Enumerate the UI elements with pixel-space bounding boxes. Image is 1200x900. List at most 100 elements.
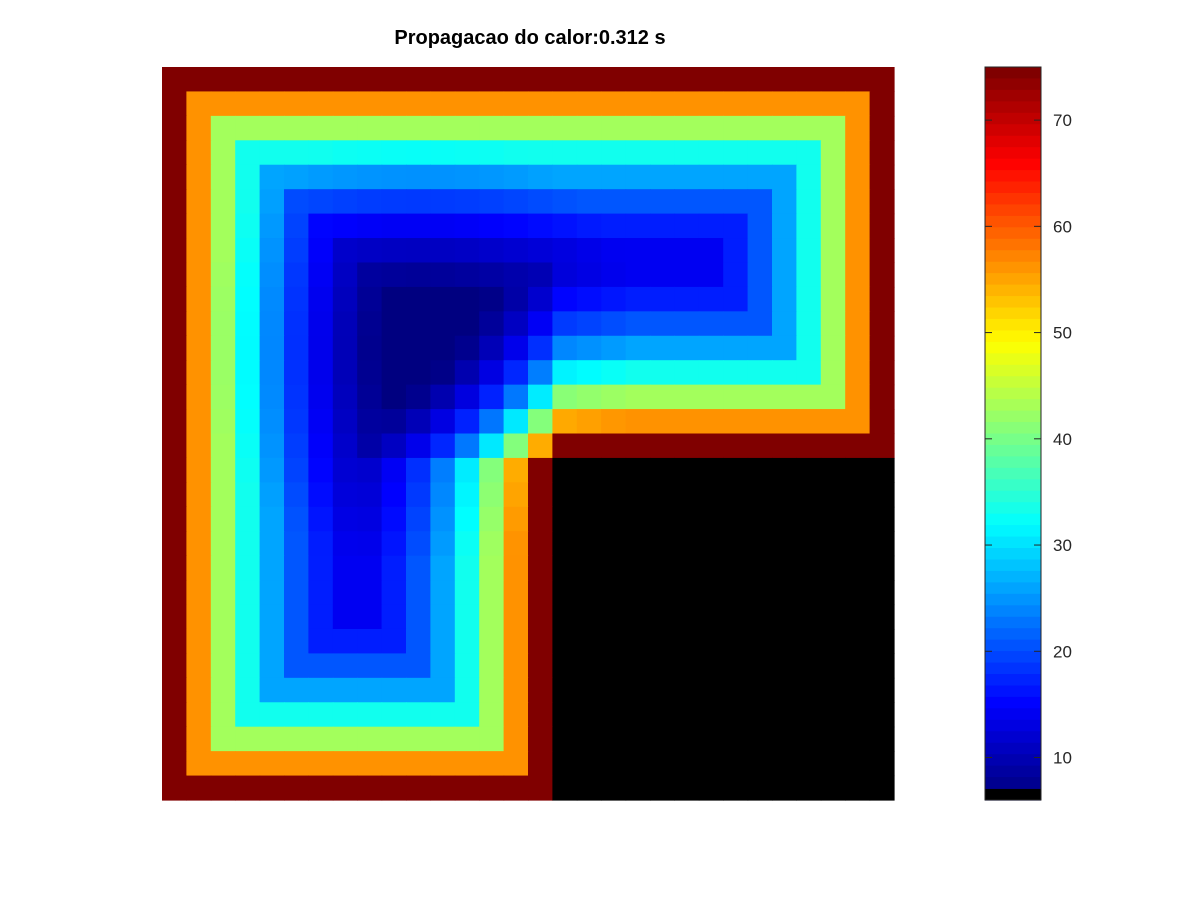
colorbar-segment [985,467,1041,480]
heatmap-cell [186,653,212,679]
heatmap-cell [796,67,822,93]
heatmap-cell [284,384,309,410]
heatmap-cell [308,335,334,361]
heatmap-cell [503,702,529,728]
masked-cell [796,506,822,532]
heatmap-cell [869,409,895,435]
heatmap-cell [259,702,285,728]
heatmap-cell [820,115,846,141]
heatmap-cell [186,409,212,435]
colorbar-segment [985,341,1041,354]
heatmap-cell [552,115,578,141]
masked-cell [601,580,627,606]
heatmap-cell [601,91,627,117]
heatmap-cell [820,433,846,459]
heatmap-cell [674,189,700,215]
masked-cell [845,628,871,654]
heatmap-cell [210,335,236,361]
heatmap-cell [381,360,407,386]
heatmap-cell [308,604,334,630]
masked-cell [820,457,846,483]
heatmap-cell [454,433,480,459]
heatmap-cell [430,262,456,288]
masked-cell [601,482,627,508]
masked-cell [796,457,822,483]
heatmap-cell [162,311,187,337]
heatmap-cell [186,531,212,557]
heatmap-cell [698,360,724,386]
colorbar-segment [985,67,1041,80]
heatmap-cell [454,164,480,190]
heatmap-cell [772,67,797,93]
heatmap-cell [528,506,553,532]
heatmap-cell [162,140,187,166]
heatmap-cell [650,164,675,190]
masked-cell [747,775,773,801]
heatmap-cell [552,409,578,435]
masked-cell [772,653,797,679]
heatmap-cell [430,433,456,459]
masked-cell [845,555,871,581]
heatmap-cell [479,115,505,141]
heatmap-cell [650,238,675,264]
heatmap-cell [284,677,309,703]
heatmap-cell [210,311,236,337]
heatmap-cell [845,140,871,166]
heatmap-cell [430,653,456,679]
heatmap-cell [162,115,187,141]
heatmap-cell [332,580,358,606]
heatmap-cell [552,189,578,215]
heatmap-cell [308,677,334,703]
masked-cell [674,580,700,606]
heatmap-cell [284,335,309,361]
heatmap-cell [430,115,456,141]
heatmap-cell [552,433,578,459]
heatmap-cell [698,384,724,410]
heatmap-cell [259,775,285,801]
heatmap-cell [308,726,334,752]
heatmap-cell [430,213,456,239]
colorbar-segment [985,674,1041,687]
masked-cell [747,604,773,630]
masked-cell [698,702,724,728]
colorbar-segment [985,513,1041,526]
heatmap-cell [479,67,505,93]
heatmap-cell [186,360,212,386]
heatmap-cell [601,238,627,264]
heatmap-cell [308,580,334,606]
heatmap-cell [430,140,456,166]
heatmap-cell [601,311,627,337]
colorbar-segment [985,719,1041,732]
colorbar-segment [985,559,1041,572]
masked-cell [772,555,797,581]
masked-cell [650,702,675,728]
heatmap-cell [259,213,285,239]
heatmap-cell [162,335,187,361]
heatmap-cell [528,677,553,703]
heatmap-cell [454,409,480,435]
heatmap-cell [723,67,749,93]
heatmap-cell [503,311,529,337]
colorbar-segment [985,364,1041,377]
heatmap-cell [796,164,822,190]
heatmap-cell [406,702,431,728]
colorbar-segment [985,765,1041,778]
heatmap-cell [650,360,675,386]
masked-cell [869,677,895,703]
heatmap-cell [747,311,773,337]
heatmap-cell [674,384,700,410]
heatmap-cell [381,67,407,93]
heatmap-cell [454,384,480,410]
colorbar-segment [985,628,1041,641]
heatmap-cell [235,506,261,532]
heatmap-cell [820,238,846,264]
heatmap-cell [552,384,578,410]
heatmap-cell [162,213,187,239]
heatmap-cell [747,67,773,93]
heatmap-cell [308,91,334,117]
colorbar-segment [985,444,1041,457]
heatmap-cell [332,409,358,435]
masked-cell [674,457,700,483]
masked-cell [772,604,797,630]
heatmap-cell [528,189,553,215]
